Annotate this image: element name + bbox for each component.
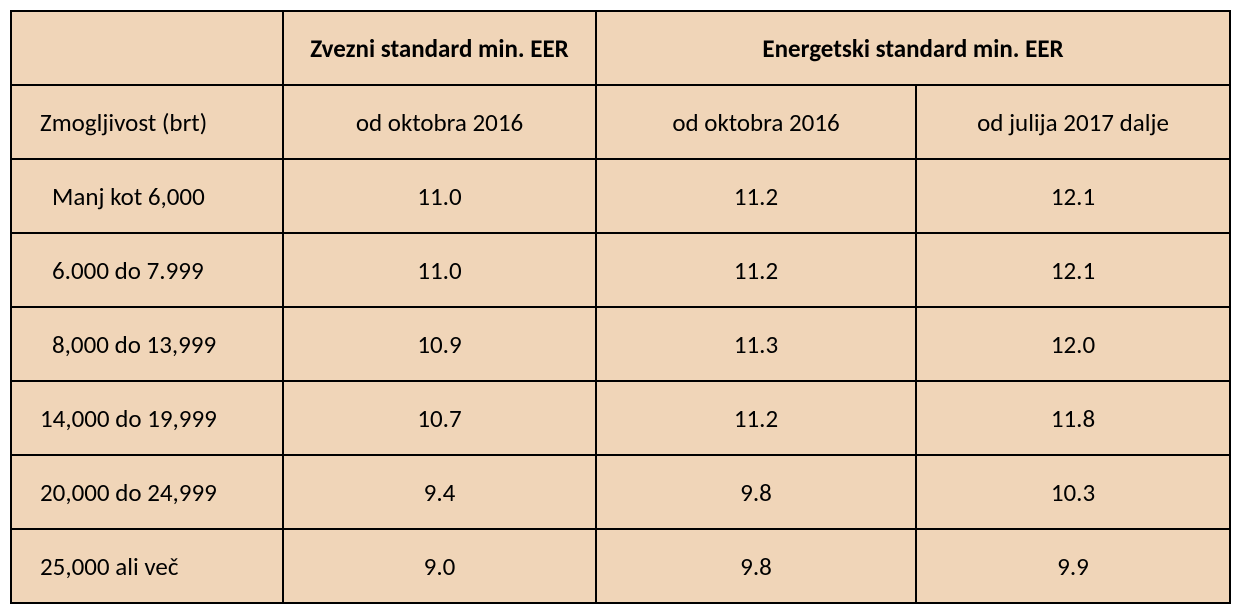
row-label: 25,000 ali več — [11, 529, 283, 603]
row-value: 11.8 — [916, 381, 1230, 455]
eer-standards-table: Zvezni standard min. EER Energetski stan… — [10, 10, 1231, 604]
table-header: Zvezni standard min. EER Energetski stan… — [11, 11, 1230, 85]
row-value: 11.2 — [596, 381, 916, 455]
row-value: 9.8 — [596, 529, 916, 603]
row-value: 11.0 — [283, 159, 596, 233]
row-label: 20,000 do 24,999 — [11, 455, 283, 529]
table-row: Manj kot 6,000 11.0 11.2 12.1 — [11, 159, 1230, 233]
header-empty — [11, 11, 283, 85]
header-zvezni: Zvezni standard min. EER — [283, 11, 596, 85]
row-value: 10.3 — [916, 455, 1230, 529]
table-row: 6.000 do 7.999 11.0 11.2 12.1 — [11, 233, 1230, 307]
row-value: 10.7 — [283, 381, 596, 455]
row-value: 9.8 — [596, 455, 916, 529]
header-energetski: Energetski standard min. EER — [596, 11, 1230, 85]
table-row: 25,000 ali več 9.0 9.8 9.9 — [11, 529, 1230, 603]
table-row: 14,000 do 19,999 10.7 11.2 11.8 — [11, 381, 1230, 455]
row-value: 10.9 — [283, 307, 596, 381]
subheader-row: Zmogljivost (brt) od oktobra 2016 od okt… — [11, 85, 1230, 159]
subheader-capacity: Zmogljivost (brt) — [11, 85, 283, 159]
row-label: 6.000 do 7.999 — [11, 233, 283, 307]
row-value: 11.3 — [596, 307, 916, 381]
subheader-energetski-date-2: od julija 2017 dalje — [916, 85, 1230, 159]
row-value: 12.1 — [916, 233, 1230, 307]
row-value: 9.9 — [916, 529, 1230, 603]
row-value: 9.0 — [283, 529, 596, 603]
row-value: 9.4 — [283, 455, 596, 529]
row-label: Manj kot 6,000 — [11, 159, 283, 233]
row-value: 12.0 — [916, 307, 1230, 381]
row-label: 14,000 do 19,999 — [11, 381, 283, 455]
table-row: 8,000 do 13,999 10.9 11.3 12.0 — [11, 307, 1230, 381]
table-row: 20,000 do 24,999 9.4 9.8 10.3 — [11, 455, 1230, 529]
subheader-zvezni-date: od oktobra 2016 — [283, 85, 596, 159]
row-value: 11.2 — [596, 159, 916, 233]
row-value: 11.2 — [596, 233, 916, 307]
subheader-energetski-date-1: od oktobra 2016 — [596, 85, 916, 159]
row-label: 8,000 do 13,999 — [11, 307, 283, 381]
row-value: 12.1 — [916, 159, 1230, 233]
row-value: 11.0 — [283, 233, 596, 307]
